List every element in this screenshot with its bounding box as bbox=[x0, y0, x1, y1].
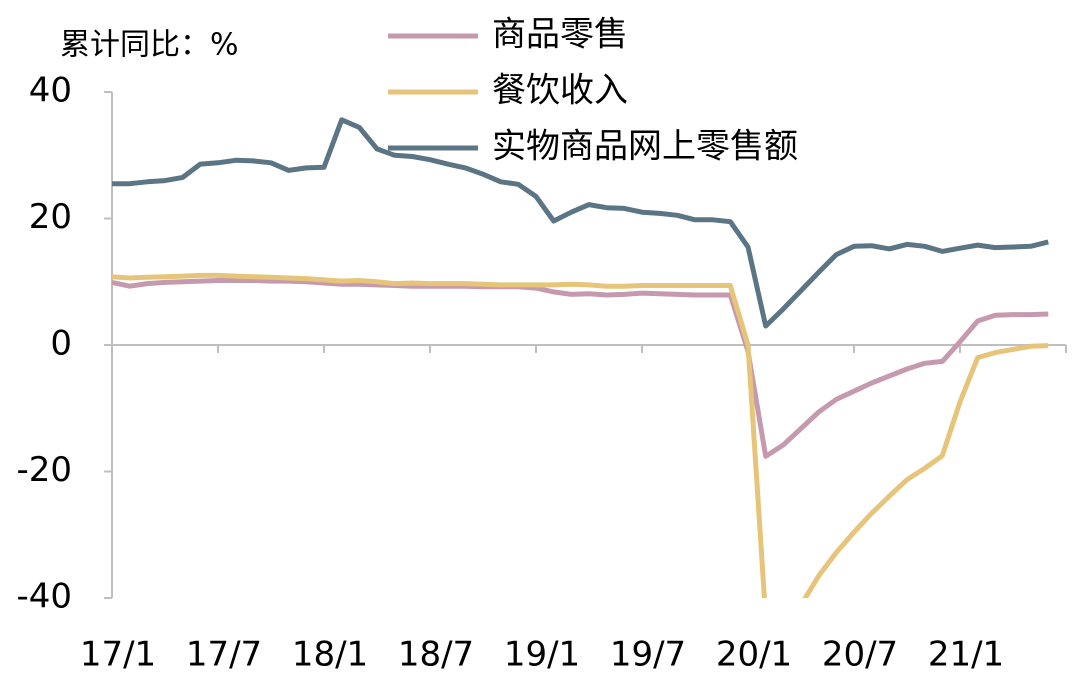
x-tick-label: 20/1 bbox=[716, 635, 792, 675]
y-tick-label: -20 bbox=[16, 450, 72, 490]
series-line bbox=[111, 278, 1049, 459]
legend-label: 商品零售 bbox=[492, 15, 628, 55]
legend-label: 实物商品网上零售额 bbox=[492, 127, 798, 167]
y-tick-label: 20 bbox=[29, 197, 72, 237]
x-tick-label: 18/7 bbox=[398, 635, 474, 675]
legend-label: 餐饮收入 bbox=[492, 71, 628, 111]
y-axis-label: 累计同比：% bbox=[60, 28, 239, 63]
series-line bbox=[112, 117, 1049, 329]
x-tick-label: 21/1 bbox=[928, 635, 1004, 675]
x-tick-label: 17/1 bbox=[80, 635, 156, 675]
x-tick-label: 17/7 bbox=[186, 635, 262, 675]
x-tick-label: 19/7 bbox=[610, 635, 686, 675]
plot-area bbox=[111, 117, 1049, 598]
series-line bbox=[111, 272, 1049, 598]
x-tick-label: 19/1 bbox=[504, 635, 580, 675]
y-tick-label: 40 bbox=[29, 71, 72, 111]
y-tick-label: 0 bbox=[50, 324, 72, 364]
x-tick-label: 20/7 bbox=[822, 635, 898, 675]
x-tick-label: 18/1 bbox=[292, 635, 368, 675]
y-tick-label: -40 bbox=[16, 577, 72, 617]
